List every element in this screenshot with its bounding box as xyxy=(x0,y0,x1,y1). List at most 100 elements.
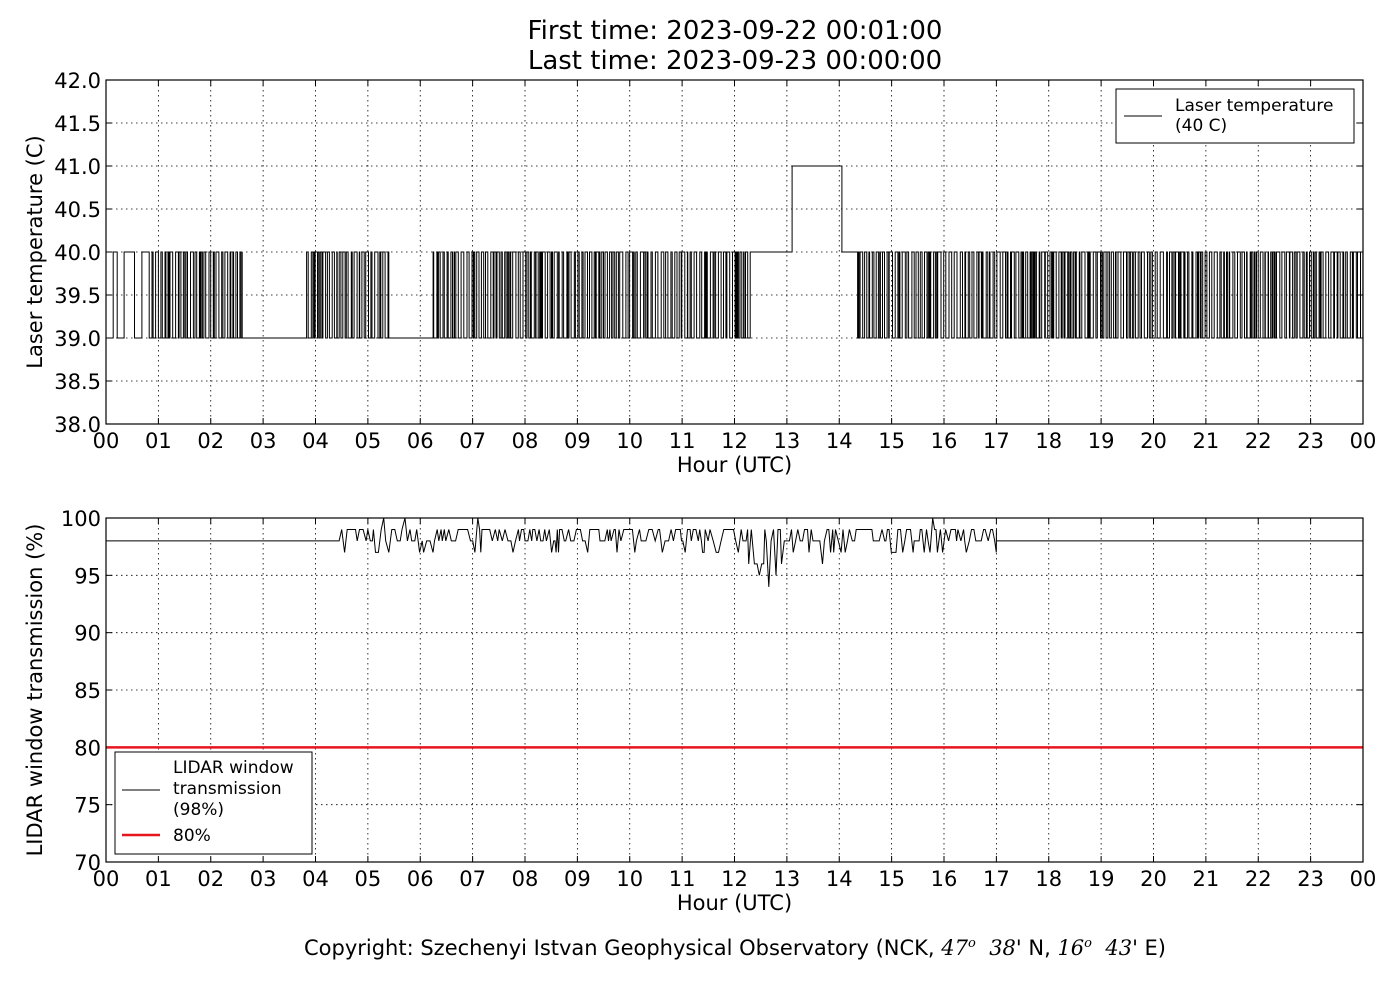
legend-label-line: Laser temperature xyxy=(1175,96,1333,116)
x-tick-label: 17 xyxy=(983,867,1010,891)
x-tick-label: 20 xyxy=(1140,867,1167,891)
x-tick-label: 02 xyxy=(197,867,224,891)
legend-label-laser: Laser temperature (40 C) xyxy=(1175,96,1333,136)
longitude-suffix: ' E) xyxy=(1132,936,1167,960)
x-tick-label: 05 xyxy=(355,429,382,453)
x-tick-label: 03 xyxy=(250,867,277,891)
x-tick-label: 22 xyxy=(1245,867,1272,891)
y-tick-label: 38.0 xyxy=(54,413,101,437)
laser-temperature-series xyxy=(106,165,1363,339)
x-tick-label: 23 xyxy=(1297,867,1324,891)
legend: LIDAR window transmission (98%) 80% xyxy=(114,751,313,855)
x-tick-label: 07 xyxy=(459,429,486,453)
chart-title: First time: 2023-09-22 00:01:00 Last tim… xyxy=(0,16,1400,76)
latitude-degree-symbol: o xyxy=(968,936,976,951)
legend-label-line: transmission xyxy=(173,779,282,799)
x-tick-label: 04 xyxy=(302,429,329,453)
legend-label-80: 80% xyxy=(173,826,211,846)
y-tick-label: 40.0 xyxy=(54,241,101,265)
x-tick-label: 06 xyxy=(407,429,434,453)
x-tick-label: 00 xyxy=(93,867,120,891)
x-tick-label: 16 xyxy=(931,429,958,453)
legend-label-line: LIDAR window xyxy=(173,758,294,778)
x-tick-label: 05 xyxy=(355,867,382,891)
x-tick-label: 21 xyxy=(1193,867,1220,891)
x-tick-label: 02 xyxy=(197,429,224,453)
y-tick-label: 90 xyxy=(74,622,101,646)
y-tick-label: 41.0 xyxy=(54,155,101,179)
y-tick-label: 100 xyxy=(61,507,101,531)
lidar-transmission-series xyxy=(106,518,1363,587)
x-axis-label: Hour (UTC) xyxy=(677,453,792,477)
legend-label-line: (40 C) xyxy=(1175,116,1227,136)
x-tick-label: 00 xyxy=(93,429,120,453)
x-tick-label: 10 xyxy=(616,429,643,453)
x-tick-label: 08 xyxy=(512,429,539,453)
title-last-time: Last time: 2023-09-23 00:00:00 xyxy=(527,46,943,76)
x-tick-label: 21 xyxy=(1193,429,1220,453)
latitude-minutes: 38 xyxy=(989,936,1016,960)
copyright-notice: Copyright: Szechenyi Istvan Geophysical … xyxy=(0,936,1400,960)
x-tick-label: 11 xyxy=(669,429,696,453)
y-tick-label: 80 xyxy=(74,736,101,760)
y-axis-label: LIDAR window transmission (%) xyxy=(23,524,47,857)
x-tick-label: 15 xyxy=(878,429,905,453)
latitude-degrees: 47 xyxy=(941,936,968,960)
legend-label-lidar: LIDAR window transmission (98%) xyxy=(173,758,294,820)
y-tick-label: 39.5 xyxy=(54,284,101,308)
x-tick-label: 20 xyxy=(1140,429,1167,453)
x-tick-label: 10 xyxy=(616,867,643,891)
y-tick-label: 40.5 xyxy=(54,198,101,222)
x-tick-label: 15 xyxy=(878,867,905,891)
x-tick-label: 03 xyxy=(250,429,277,453)
legend-label-line: (98%) xyxy=(173,800,224,820)
plot-frame xyxy=(105,517,1364,863)
x-tick-label: 00 xyxy=(1350,429,1377,453)
x-tick-label: 18 xyxy=(1035,429,1062,453)
x-tick-label: 00 xyxy=(1350,867,1377,891)
x-tick-label: 12 xyxy=(721,867,748,891)
x-tick-label: 08 xyxy=(512,867,539,891)
x-tick-label: 23 xyxy=(1297,429,1324,453)
x-tick-label: 22 xyxy=(1245,429,1272,453)
x-tick-label: 12 xyxy=(721,429,748,453)
y-tick-label: 95 xyxy=(74,564,101,588)
x-tick-label: 13 xyxy=(774,429,801,453)
x-tick-label: 11 xyxy=(669,867,696,891)
x-tick-label: 19 xyxy=(1088,429,1115,453)
x-tick-label: 14 xyxy=(826,429,853,453)
laser-temperature-panel: 00 01 02 03 04 05 06 07 08 09 10 11 12 13 14 15 16 17 18 19… xyxy=(23,69,1376,477)
y-tick-label: 39.0 xyxy=(54,327,101,351)
x-tick-label: 01 xyxy=(145,867,172,891)
x-tick-label: 17 xyxy=(983,429,1010,453)
legend-box xyxy=(114,751,313,855)
lidar-transmission-panel: 00 01 02 03 04 05 06 07 08 09 10 11 12 13 14 15 16 17 18 19… xyxy=(23,507,1376,915)
longitude-degrees: 16 xyxy=(1057,936,1085,960)
y-axis-label: Laser temperature (C) xyxy=(23,135,47,368)
y-tick-label: 38.5 xyxy=(54,370,101,394)
x-tick-label: 09 xyxy=(564,867,591,891)
x-tick-label: 13 xyxy=(774,867,801,891)
latitude-suffix: ' N, xyxy=(1015,936,1058,960)
x-axis-label: Hour (UTC) xyxy=(677,891,792,915)
x-tick-label: 09 xyxy=(564,429,591,453)
x-tick-label: 16 xyxy=(931,867,958,891)
x-tick-label: 14 xyxy=(826,867,853,891)
title-first-time: First time: 2023-09-22 00:01:00 xyxy=(527,16,943,46)
x-tick-label: 06 xyxy=(407,867,434,891)
y-tick-label: 85 xyxy=(74,679,101,703)
copyright-prefix: Copyright: Szechenyi Istvan Geophysical … xyxy=(303,936,942,960)
longitude-degree-symbol: o xyxy=(1084,936,1092,951)
legend: Laser temperature (40 C) xyxy=(1115,88,1355,144)
longitude-minutes: 43 xyxy=(1105,936,1133,960)
x-tick-label: 18 xyxy=(1035,867,1062,891)
y-tick-label: 42.0 xyxy=(54,69,101,93)
x-tick-label: 19 xyxy=(1088,867,1115,891)
plot-frame xyxy=(105,79,1364,425)
x-tick-label: 07 xyxy=(459,867,486,891)
x-tick-label: 04 xyxy=(302,867,329,891)
y-tick-label: 70 xyxy=(74,851,101,875)
y-tick-label: 41.5 xyxy=(54,112,101,136)
x-tick-label: 01 xyxy=(145,429,172,453)
